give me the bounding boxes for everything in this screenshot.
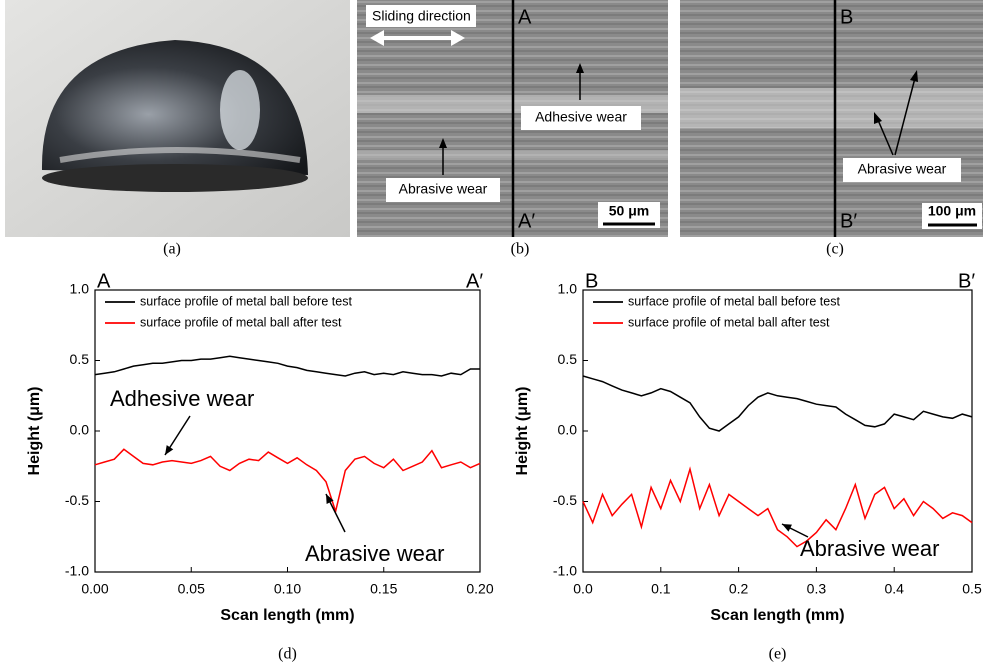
panel-label: (e) xyxy=(769,646,787,663)
legend-label: surface profile of metal ball after test xyxy=(140,315,342,329)
corner-label: A xyxy=(97,270,111,292)
x-tick-label: 0.1 xyxy=(651,581,671,597)
legend-label: surface profile of metal ball after test xyxy=(628,315,830,329)
x-tick-label: 0.05 xyxy=(178,581,205,597)
panel-label: (d) xyxy=(278,646,297,663)
x-tick-label: 0.0 xyxy=(573,581,593,597)
y-tick-label: -0.5 xyxy=(553,492,577,508)
y-tick-label: 0.5 xyxy=(558,351,578,367)
corner-label: B xyxy=(585,270,598,292)
series-line xyxy=(95,449,480,511)
y-tick-label: 0.0 xyxy=(558,422,578,438)
x-tick-label: 0.5 xyxy=(962,581,982,597)
legend-label: surface profile of metal ball before tes… xyxy=(140,294,352,308)
photo-a xyxy=(5,0,350,237)
photo-text: B′ xyxy=(840,210,857,232)
y-tick-label: 1.0 xyxy=(558,281,578,297)
x-tick-label: 0.00 xyxy=(81,581,108,597)
figure: Sliding direction A A′ Adhesive wear Abr… xyxy=(0,0,983,666)
x-tick-label: 0.15 xyxy=(370,581,397,597)
annotation: Abrasive wear xyxy=(305,541,444,566)
y-tick-label: -1.0 xyxy=(553,563,577,579)
y-tick-label: -1.0 xyxy=(65,563,89,579)
x-axis-label: Scan length (mm) xyxy=(710,607,844,624)
y-tick-label: 0.5 xyxy=(70,351,90,367)
y-axis-label: Height (μm) xyxy=(26,387,43,476)
annotation: Adhesive wear xyxy=(110,386,254,411)
panel-label: (a) xyxy=(163,241,181,258)
chart: -1.0 -0.5 0.0 0.5 1.0 0.0 0.1 0.2 0.3 0.4 0.5 Scan … xyxy=(514,270,982,624)
y-tick-label: -0.5 xyxy=(65,492,89,508)
photo-text: Adhesive wear xyxy=(535,109,627,125)
legend-label: surface profile of metal ball before tes… xyxy=(628,294,840,308)
series-line xyxy=(583,376,972,431)
photo-text: Sliding direction xyxy=(372,8,471,24)
panel-label: (c) xyxy=(826,241,844,258)
x-tick-label: 0.20 xyxy=(466,581,493,597)
y-tick-label: 0.0 xyxy=(70,422,90,438)
corner-label: A′ xyxy=(466,270,483,292)
photo-text: A xyxy=(518,6,532,28)
photo-text: 50 μm xyxy=(609,203,649,219)
photo-text: 100 μm xyxy=(928,203,976,219)
photo-text: A′ xyxy=(518,210,535,232)
photo-text: Abrasive wear xyxy=(858,161,947,177)
arrow-head xyxy=(165,445,173,455)
x-axis-label: Scan length (mm) xyxy=(220,607,354,624)
x-tick-label: 0.10 xyxy=(274,581,301,597)
series-line xyxy=(95,356,480,376)
plot-frame xyxy=(95,290,480,572)
x-tick-label: 0.3 xyxy=(807,581,827,597)
photo-c: B B′ Abrasive wear 100 μm xyxy=(680,0,983,237)
photo-text: Abrasive wear xyxy=(399,181,488,197)
panel-label: (b) xyxy=(511,241,530,258)
y-axis-label: Height (μm) xyxy=(514,387,531,476)
y-tick-label: 1.0 xyxy=(70,281,90,297)
x-tick-label: 0.2 xyxy=(729,581,749,597)
annotation: Abrasive wear xyxy=(800,536,939,561)
x-tick-label: 0.4 xyxy=(884,581,904,597)
photo-text: B xyxy=(840,6,853,28)
photo-b: Sliding direction A A′ Adhesive wear Abr… xyxy=(357,0,668,237)
chart: -1.0 -0.5 0.0 0.5 1.0 0.00 0.05 0.10 0.15 0.20 Sca… xyxy=(26,270,494,624)
corner-label: B′ xyxy=(958,270,975,292)
